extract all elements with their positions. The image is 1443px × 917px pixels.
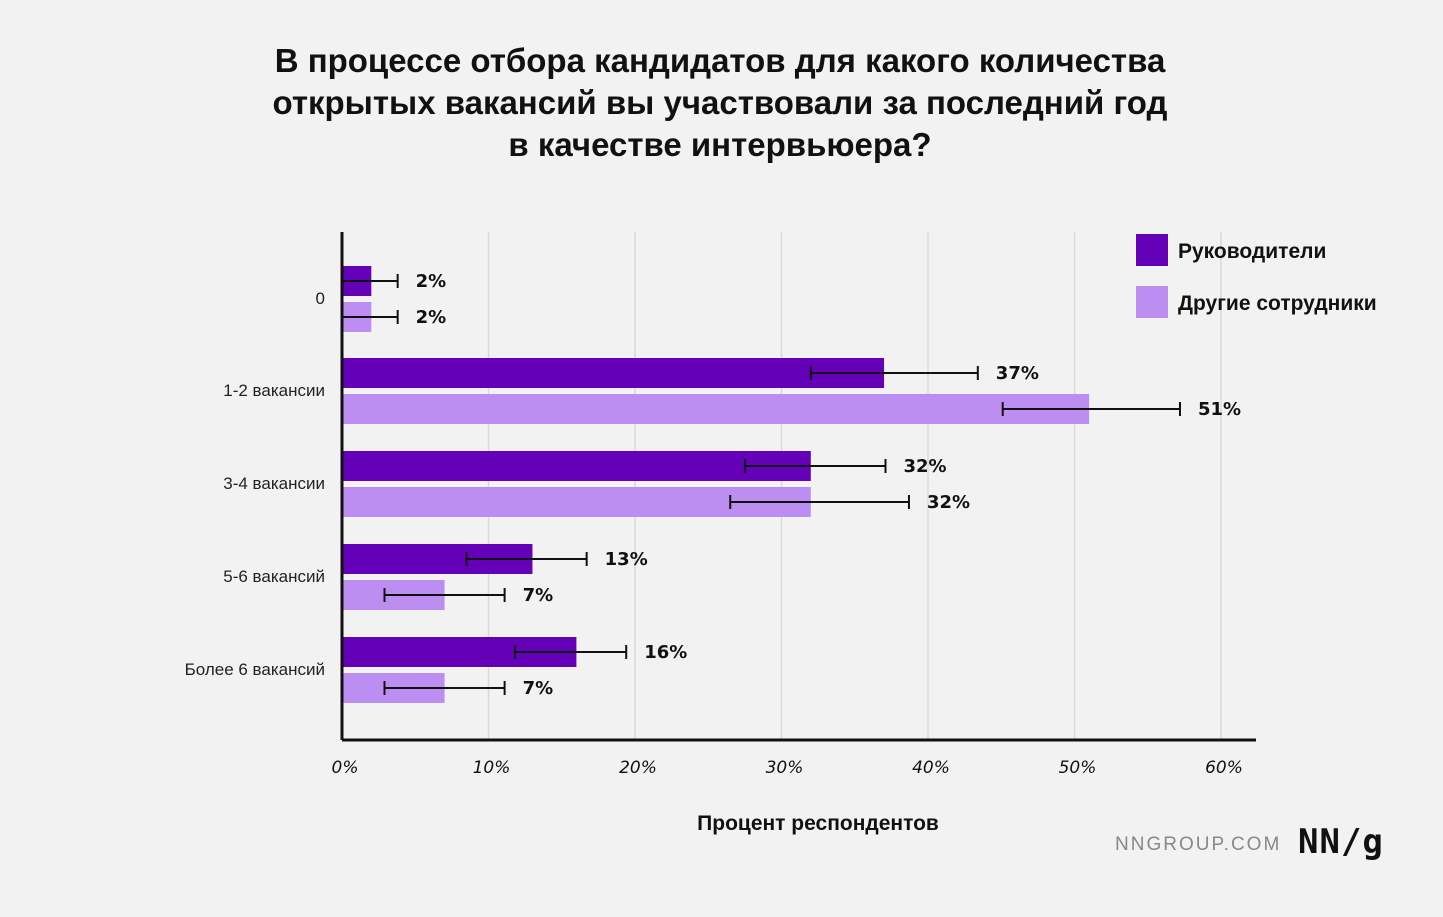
category-label: 5-6 вакансий bbox=[223, 567, 325, 586]
x-tick-label: 0% bbox=[332, 758, 359, 778]
data-label: 16% bbox=[644, 642, 687, 663]
bars: 2% 2% 37% 51% 32% 32% 13% 7% 16% 7% bbox=[341, 266, 1241, 703]
data-label: 2% bbox=[416, 307, 447, 328]
legend: Руководители Другие сотрудники bbox=[1136, 234, 1377, 318]
gridlines bbox=[487, 232, 1222, 740]
legend-swatch bbox=[1136, 286, 1168, 318]
bar-managers bbox=[342, 358, 885, 388]
data-label: 32% bbox=[904, 456, 947, 477]
data-label: 7% bbox=[523, 678, 554, 699]
x-tick-label: 10% bbox=[473, 758, 511, 778]
legend-label: Другие сотрудники bbox=[1178, 292, 1377, 315]
legend-label: Руководители bbox=[1178, 240, 1326, 263]
data-label: 2% bbox=[416, 271, 447, 292]
nng-logo: NN/g bbox=[1298, 822, 1384, 862]
chart-title: В процессе отбора кандидатов для какого … bbox=[170, 40, 1270, 166]
data-label: 51% bbox=[1198, 399, 1241, 420]
legend-swatch bbox=[1136, 234, 1168, 266]
x-tick-label: 50% bbox=[1059, 758, 1097, 778]
data-label: 7% bbox=[523, 585, 554, 606]
category-label: 1-2 вакансии bbox=[223, 381, 325, 400]
x-tick-label: 20% bbox=[619, 758, 657, 778]
category-label: 0 bbox=[316, 289, 325, 308]
bar-managers bbox=[342, 451, 811, 481]
x-axis-label: Процент респондентов bbox=[697, 812, 939, 835]
axes: 0% 10% 20% 30% 40% 50% 60% 0 1-2 вакансии 3-4 вак… bbox=[185, 232, 1256, 835]
x-tick-label: 60% bbox=[1205, 758, 1243, 778]
chart-title-line-3: в качестве интервьюера? bbox=[508, 126, 932, 163]
chart-title-line-2: открытых вакансий вы участвовали за посл… bbox=[272, 84, 1168, 121]
data-label: 13% bbox=[605, 549, 648, 570]
x-tick-label: 40% bbox=[912, 758, 950, 778]
bar-others bbox=[342, 394, 1090, 424]
x-tick-label: 30% bbox=[766, 758, 804, 778]
category-label: 3-4 вакансии bbox=[223, 474, 325, 493]
category-label: Более 6 вакансий bbox=[185, 660, 325, 679]
chart-title-line-1: В процессе отбора кандидатов для какого … bbox=[274, 42, 1166, 79]
data-label: 37% bbox=[996, 363, 1039, 384]
footer-site: NNGROUP.COM bbox=[1115, 834, 1282, 855]
data-label: 32% bbox=[927, 492, 970, 513]
